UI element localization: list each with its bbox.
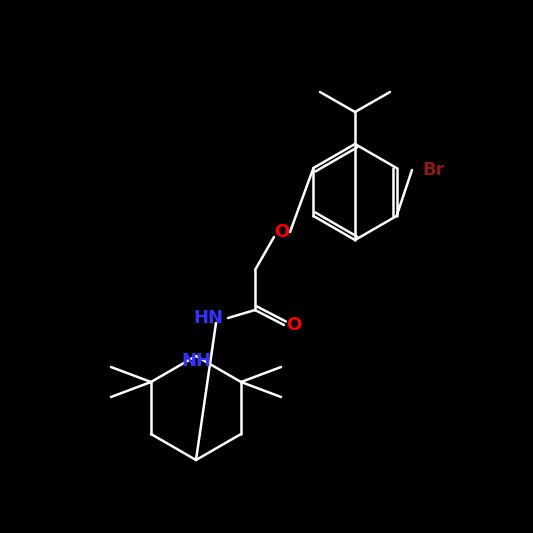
Text: O: O	[286, 316, 302, 334]
Text: NH: NH	[181, 352, 211, 370]
Text: Br: Br	[423, 161, 445, 179]
Text: O: O	[274, 223, 289, 241]
Text: HN: HN	[193, 309, 223, 327]
